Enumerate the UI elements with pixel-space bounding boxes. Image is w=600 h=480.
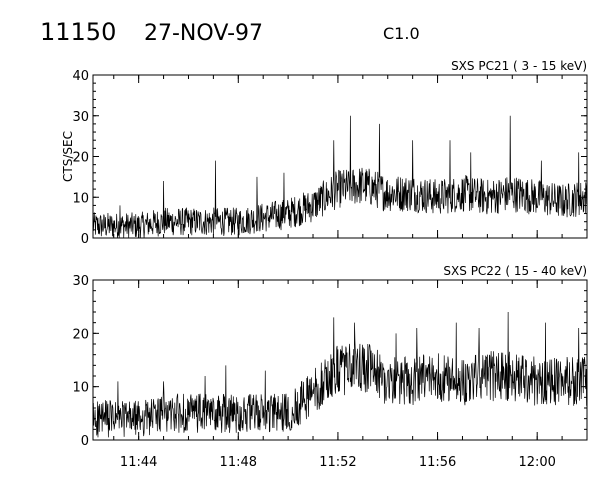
goes-class: C1.0 — [383, 24, 420, 43]
panel-title: SXS PC22 ( 15 - 40 keV) — [443, 264, 587, 278]
y-tick-label: 0 — [81, 232, 89, 247]
x-tick-label: 11:56 — [419, 455, 456, 470]
count-rate-trace — [92, 115, 588, 239]
panel-pc21: SXS PC21 ( 3 - 15 keV) CTS/SEC 0 10 20 30 40 — [61, 59, 588, 247]
panel-title: SXS PC21 ( 3 - 15 keV) — [451, 59, 587, 73]
y-tick-label: 20 — [72, 151, 89, 166]
y-tick-label: 30 — [72, 274, 89, 289]
y-tick-label: 10 — [72, 381, 89, 396]
x-tick-labels: 11:44 11:48 11:52 11:56 12:00 — [120, 455, 556, 470]
panel-pc22: SXS PC22 ( 15 - 40 keV) 0 10 20 30 — [72, 264, 588, 449]
y-tick-label: 30 — [72, 110, 89, 125]
y-tick-label: 20 — [72, 327, 89, 342]
event-date: 27-NOV-97 — [144, 21, 263, 46]
y-axis-label: CTS/SEC — [61, 131, 75, 182]
count-rate-trace — [92, 311, 588, 438]
plot-frame — [92, 279, 588, 441]
y-tick-label: 10 — [72, 191, 89, 206]
y-tick-label: 40 — [72, 69, 89, 84]
x-tick-label: 11:48 — [220, 455, 257, 470]
x-tick-label: 12:00 — [518, 455, 555, 470]
y-tick-label: 0 — [81, 434, 89, 449]
x-tick-label: 11:52 — [319, 455, 356, 470]
event-id: 11150 — [40, 18, 116, 46]
x-tick-label: 11:44 — [120, 455, 157, 470]
